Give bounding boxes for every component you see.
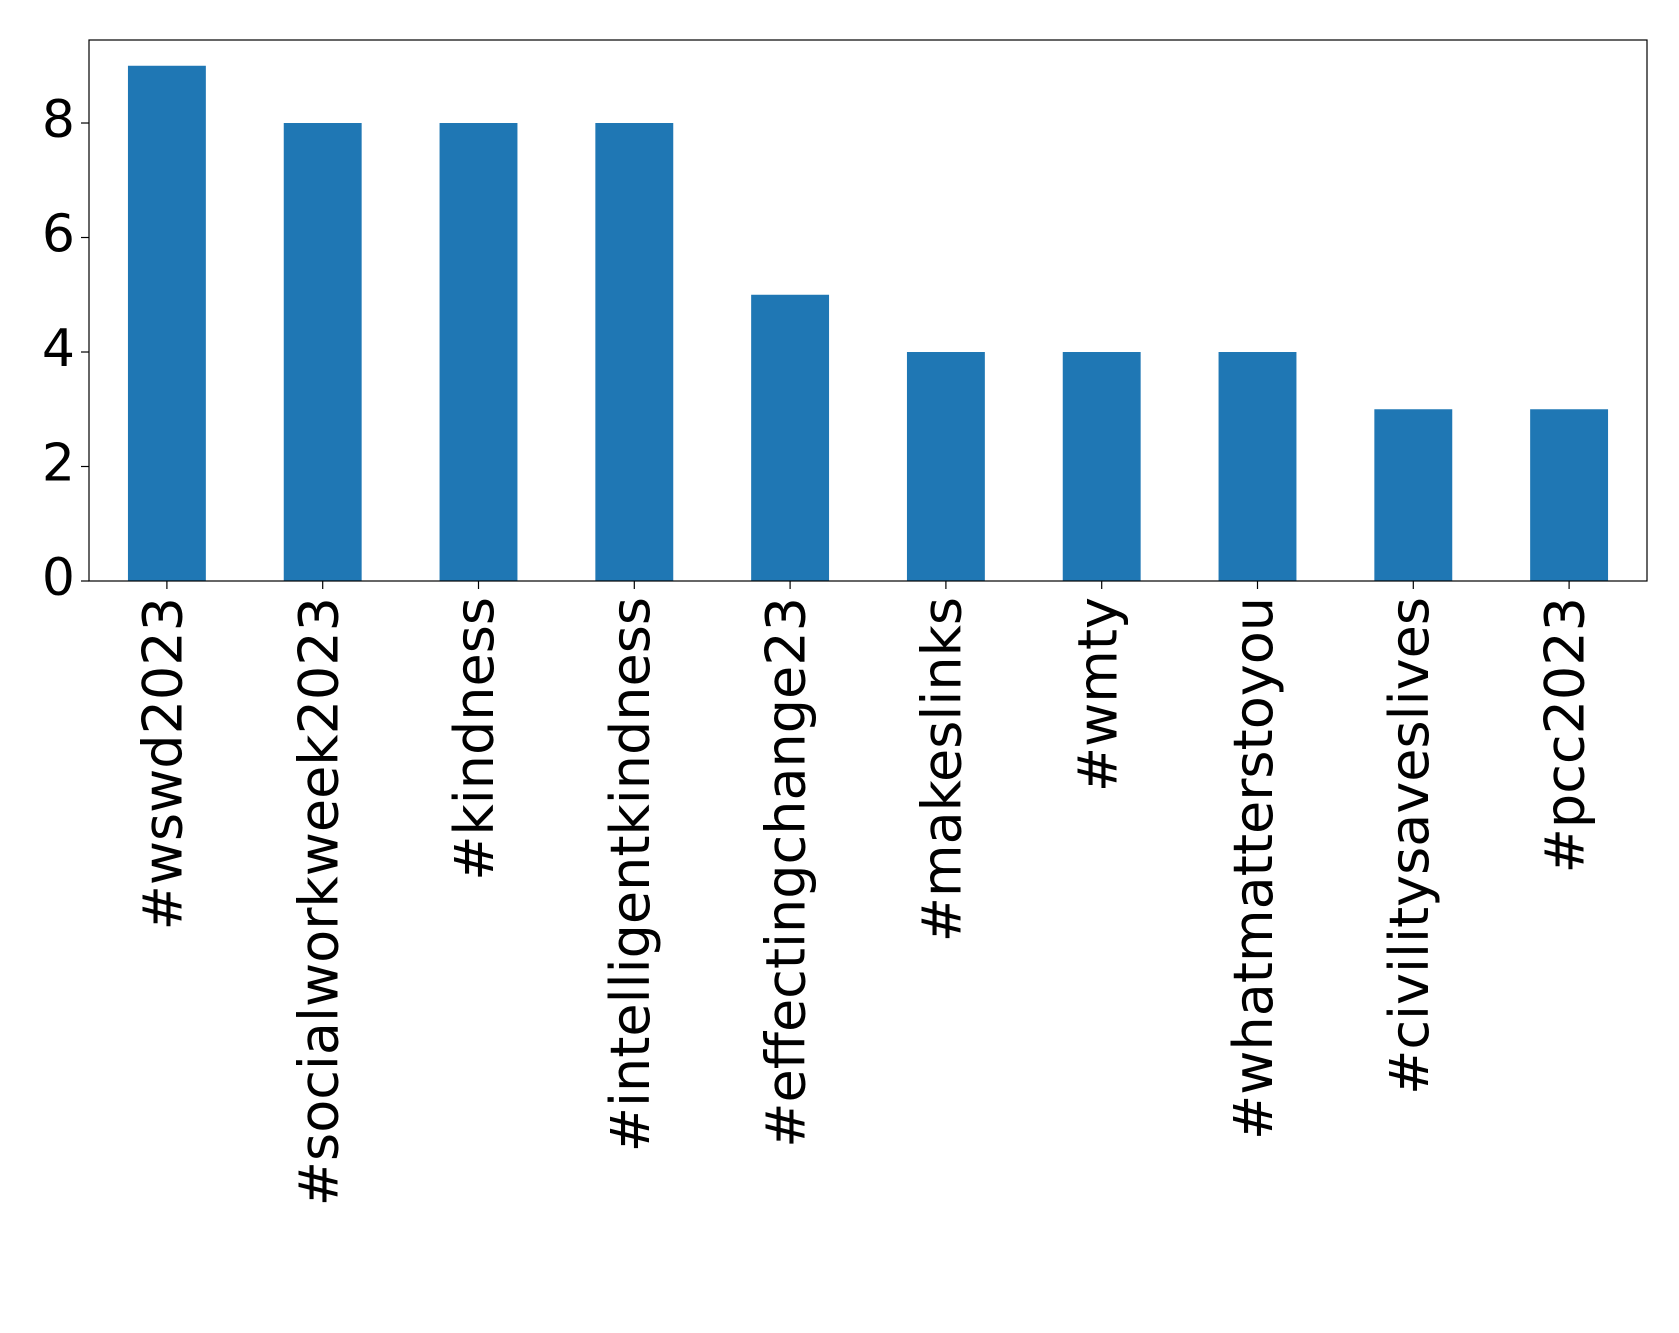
x-tick-label: #civilitysaveslives bbox=[1378, 597, 1441, 1095]
y-tick-label: 2 bbox=[42, 434, 75, 494]
bar bbox=[1062, 352, 1141, 581]
x-tick-label: #pcc2023 bbox=[1534, 597, 1597, 873]
bar bbox=[283, 123, 362, 581]
bar bbox=[127, 65, 206, 581]
bar bbox=[751, 294, 830, 581]
bar bbox=[906, 352, 985, 581]
y-tick-label: 4 bbox=[42, 319, 75, 379]
bar bbox=[1218, 352, 1297, 581]
bar bbox=[595, 123, 674, 581]
y-tick-label: 6 bbox=[42, 205, 75, 265]
y-tick-label: 8 bbox=[42, 90, 75, 150]
x-tick-label: #whatmatterstoyou bbox=[1222, 597, 1285, 1140]
x-tick-label: #wswd2023 bbox=[132, 597, 195, 930]
bar bbox=[1530, 409, 1609, 581]
bar bbox=[439, 123, 518, 581]
x-tick-label: #effectingchange23 bbox=[755, 597, 818, 1148]
y-tick-label: 0 bbox=[42, 548, 75, 608]
x-tick-label: #socialworkweek2023 bbox=[287, 597, 350, 1206]
x-tick-label: #wmty bbox=[1066, 597, 1129, 792]
x-tick-label: #kindness bbox=[443, 597, 506, 881]
x-tick-label: #intelligentkindness bbox=[599, 597, 662, 1152]
x-tick-label: #makeslinks bbox=[911, 597, 974, 942]
bar bbox=[1374, 409, 1453, 581]
plot-frame bbox=[88, 39, 1648, 582]
